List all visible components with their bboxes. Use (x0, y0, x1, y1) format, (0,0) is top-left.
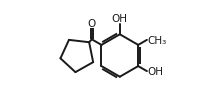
Text: O: O (88, 18, 96, 28)
Text: OH: OH (147, 67, 163, 76)
Text: OH: OH (112, 14, 128, 24)
Text: CH₃: CH₃ (147, 36, 166, 45)
